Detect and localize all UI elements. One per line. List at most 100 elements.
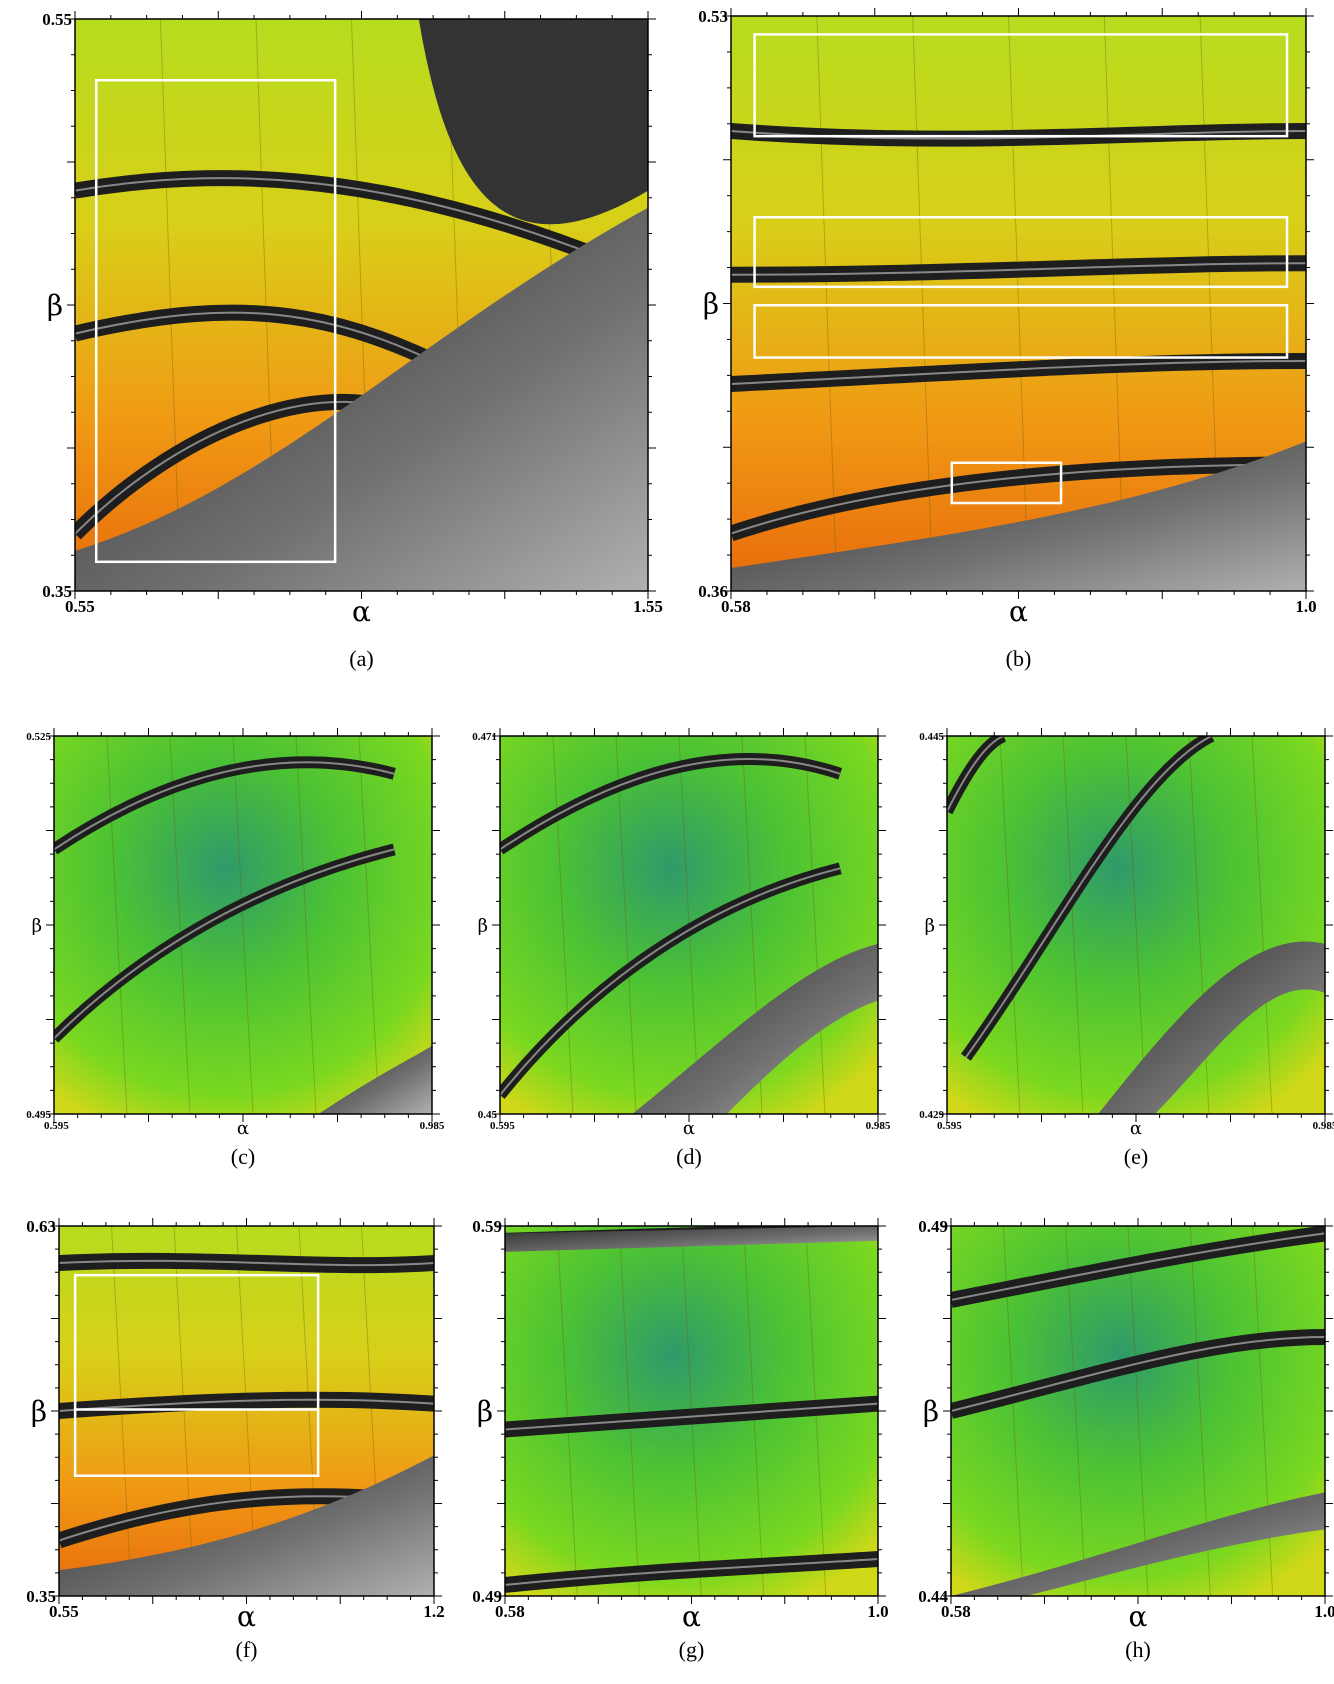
- fractal-line: [1008, 16, 1029, 591]
- x-max-label: 1.2: [423, 1602, 444, 1621]
- zoom-box: [94, 78, 337, 564]
- fractal-line: [804, 736, 826, 1114]
- panel-caption: (d): [676, 1144, 702, 1169]
- gray-region: [505, 1226, 878, 1252]
- fractal-line: [1125, 736, 1147, 1114]
- band-highlight: [500, 867, 841, 1096]
- x-min-label: 0.55: [65, 597, 95, 616]
- fractal-line: [1103, 16, 1125, 591]
- gray-region: [59, 1455, 434, 1596]
- fractal-line: [106, 736, 128, 1114]
- x-axis-label: α: [1130, 1118, 1142, 1139]
- zoom-box: [753, 303, 1289, 359]
- dark-region: [418, 19, 648, 225]
- fractal-line: [358, 736, 380, 1114]
- y-max-label: 0.49: [918, 1217, 948, 1236]
- fractal-line: [615, 736, 637, 1114]
- band-highlight: [951, 1336, 1325, 1412]
- y-axis-label: β: [47, 289, 63, 322]
- x-max-label: 1.55: [633, 597, 663, 616]
- y-min-label: 0.45: [478, 1109, 498, 1121]
- fractal-line: [618, 1226, 640, 1596]
- plot-image: [951, 1226, 1325, 1596]
- band-highlight: [731, 360, 1306, 385]
- plot-image: [505, 1226, 878, 1596]
- x-axis-label: α: [683, 1118, 695, 1139]
- x-max-label: 1.0: [867, 1602, 888, 1621]
- y-min-label: 0.49: [472, 1587, 502, 1606]
- gray-region: [951, 1492, 1325, 1596]
- zoom-box: [753, 216, 1289, 289]
- plot-image: [59, 1226, 434, 1596]
- fractal-line: [1127, 1226, 1149, 1596]
- y-max-label: 0.63: [26, 1217, 56, 1236]
- band-highlight: [505, 1402, 878, 1431]
- y-axis-label: β: [925, 915, 935, 936]
- fractal-line: [160, 19, 181, 591]
- band-highlight: [951, 1232, 1325, 1301]
- y-axis-label: β: [478, 915, 488, 936]
- panel-caption: (e): [1124, 1144, 1148, 1169]
- y-max-label: 0.445: [919, 731, 944, 743]
- band-highlight: [500, 758, 841, 851]
- panel: 0.595 0.985 α 0.471 0.45 β: [472, 728, 891, 1139]
- zoom-box: [950, 461, 1063, 505]
- fractal-line: [556, 1226, 578, 1596]
- y-max-label: 0.471: [472, 731, 497, 743]
- fractal-line: [232, 736, 254, 1114]
- fractal-line: [816, 16, 838, 591]
- panel-caption: (a): [349, 646, 373, 671]
- panel: 0.595 0.985 α 0.525 0.495 β: [26, 728, 445, 1139]
- gray-region: [75, 207, 648, 591]
- plot-image: [54, 736, 432, 1114]
- y-axis-label: β: [923, 1395, 939, 1428]
- fractal-line: [1062, 736, 1084, 1114]
- fractal-line: [1065, 1226, 1087, 1596]
- panel: 0.58 1.0 α 0.59 0.49 β: [472, 1217, 888, 1633]
- plot-image: [947, 736, 1325, 1114]
- x-axis-label: α: [237, 1600, 256, 1633]
- y-min-label: 0.495: [26, 1109, 51, 1121]
- zoom-box: [753, 33, 1289, 138]
- y-min-label: 0.44: [918, 1587, 948, 1606]
- x-min-label: 0.595: [490, 1120, 515, 1132]
- panel: 0.58 1.0 α 0.53 0.36 β: [698, 7, 1316, 628]
- fractal-line: [1251, 736, 1273, 1114]
- panel: 0.55 1.2 α 0.63 0.35 β: [26, 1217, 444, 1633]
- x-axis-label: α: [237, 1118, 249, 1139]
- x-axis-label: α: [1129, 1600, 1148, 1633]
- y-max-label: 0.55: [42, 10, 72, 29]
- panel: 0.595 0.985 α 0.445 0.429 β: [919, 728, 1334, 1139]
- band-highlight: [59, 1259, 434, 1267]
- y-min-label: 0.429: [919, 1109, 944, 1121]
- panel-caption: (h): [1125, 1637, 1151, 1662]
- panel-caption: (f): [236, 1637, 258, 1662]
- plot-image: [75, 19, 648, 591]
- x-axis-label: α: [1009, 595, 1028, 628]
- band-highlight: [75, 177, 648, 278]
- x-max-label: 1.0: [1314, 1602, 1334, 1621]
- fractal-line: [169, 736, 191, 1114]
- zoom-box: [73, 1273, 320, 1477]
- y-max-label: 0.525: [26, 731, 51, 743]
- gray-region: [318, 1045, 432, 1114]
- gray-region: [731, 441, 1306, 591]
- y-axis-label: β: [477, 1395, 493, 1428]
- band-highlight: [731, 262, 1306, 276]
- x-max-label: 0.985: [420, 1120, 445, 1132]
- x-max-label: 0.985: [1313, 1120, 1334, 1132]
- x-min-label: 0.55: [49, 1602, 79, 1621]
- panel-caption: (b): [1006, 646, 1032, 671]
- y-min-label: 0.35: [42, 582, 72, 601]
- x-axis-label: α: [682, 1600, 701, 1633]
- x-max-label: 0.985: [866, 1120, 891, 1132]
- x-min-label: 0.58: [495, 1602, 525, 1621]
- x-min-label: 0.595: [937, 1120, 962, 1132]
- band-highlight: [54, 848, 395, 1040]
- y-axis-label: β: [32, 915, 42, 936]
- plot-image: [500, 736, 878, 1114]
- fractal-line: [999, 736, 1021, 1114]
- y-max-label: 0.53: [698, 7, 728, 26]
